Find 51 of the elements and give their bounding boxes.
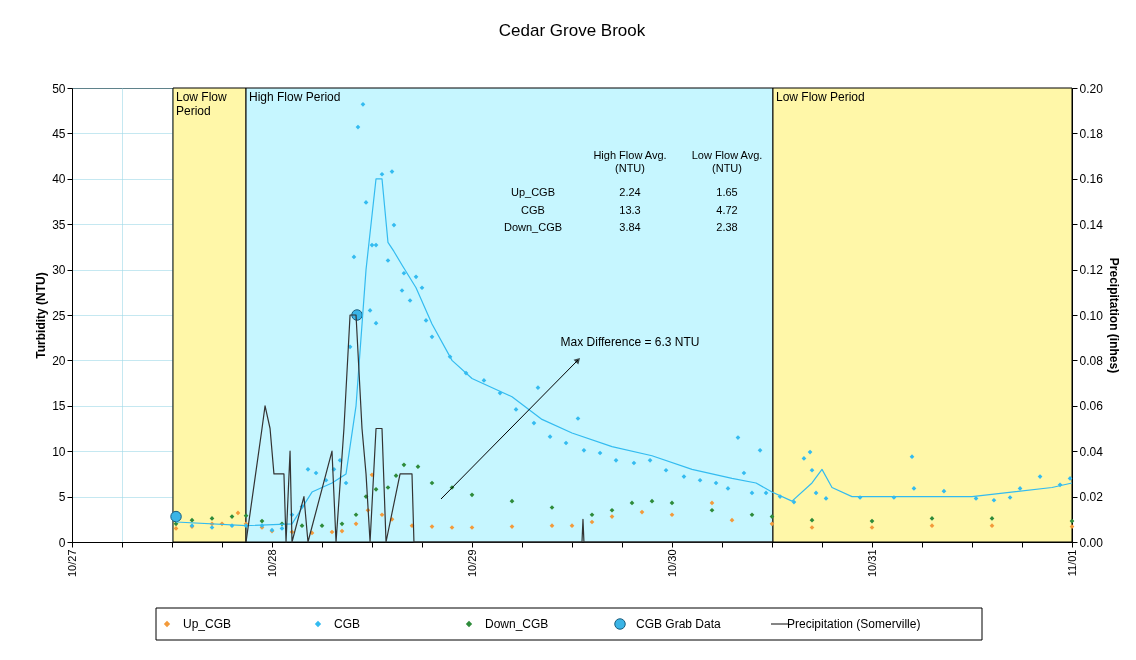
x-tick-label: 11/01 [1065,549,1078,577]
y2-axis-title: Precipitation (inhes) [1106,257,1121,374]
annotation: 13.3 [619,203,641,216]
y2-tick-label: 0.16 [1079,172,1104,187]
band-label: Low Flow Period [175,90,227,118]
legend-label: Precipitation (Somerville) [787,617,921,631]
y2-tick-label: 0.20 [1079,81,1104,96]
y2-tick-label: 0.14 [1079,217,1104,232]
y-tick-label: 10 [52,444,66,459]
annotation: Max Difference = 6.3 NTU [560,335,700,349]
annotation: 1.65 [716,186,738,198]
y2-tick-label: 0.08 [1079,353,1104,368]
y-tick-label: 25 [52,308,66,323]
y-tick-label: 5 [58,490,66,505]
y2-tick-label: 0.00 [1079,535,1104,550]
y2-tick-label: 0.18 [1079,126,1104,141]
annotation: High Flow Avg. (NTU) [593,149,667,174]
band-label: High Flow Period [249,90,341,104]
y-axis-title: Turbidity (NTU) [34,272,49,359]
annotation: Down_CGB [503,221,563,233]
legend-label: Up_CGB [183,617,232,631]
y-tick-label: 45 [52,126,66,141]
annotation: 4.72 [716,203,738,216]
annotation: 3.84 [619,221,641,233]
y-tick-label: 50 [52,81,66,96]
x-tick-label: 10/31 [865,549,878,578]
y2-tick-label: 0.04 [1079,444,1104,459]
x-tick-label: 10/28 [265,549,278,578]
x-tick-label: 10/29 [465,549,478,578]
annotation: Up_CGB [510,186,556,198]
y2-tick-label: 0.06 [1079,399,1104,414]
y-tick-label: 35 [52,217,66,232]
legend-label: CGB Grab Data [636,617,722,631]
band-label: Low Flow Period [775,90,865,104]
annotation: 2.24 [619,186,641,198]
y-tick-label: 15 [52,399,66,414]
y2-tick-label: 0.12 [1079,263,1104,278]
y-tick-label: 0 [58,535,66,550]
x-tick-label: 10/30 [665,549,678,578]
chart-title: Cedar Grove Brook [498,21,646,40]
annotation: CGB [521,203,545,216]
y-tick-label: 30 [52,263,66,278]
x-tick-label: 10/27 [65,549,78,578]
legend-label: CGB [334,617,361,631]
legend-label: Down_CGB [485,617,549,631]
y-tick-label: 40 [52,172,66,187]
y2-tick-label: 0.02 [1079,490,1104,505]
annotation: 2.38 [716,221,738,233]
annotation: Low Flow Avg. (NTU) [691,149,763,174]
y-tick-label: 20 [52,353,66,368]
y2-tick-label: 0.10 [1079,308,1104,323]
